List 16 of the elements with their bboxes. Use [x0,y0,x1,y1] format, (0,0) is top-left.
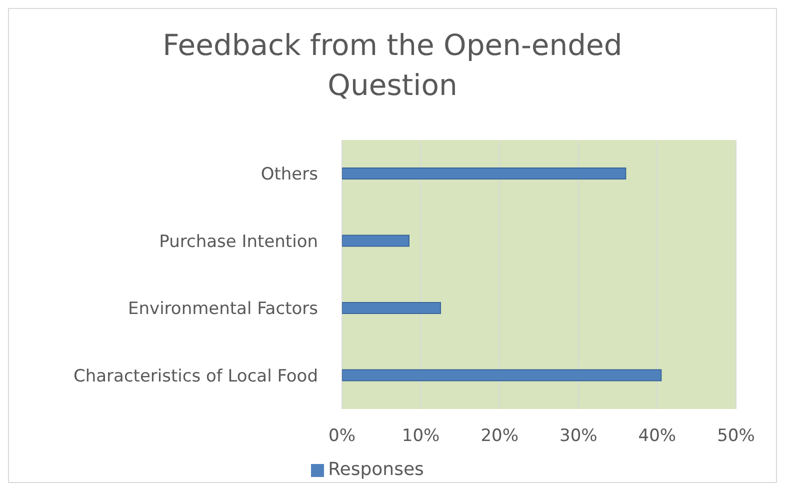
x-tick-label: 10% [402,426,440,446]
bar [342,369,662,382]
y-tick-label: Others [260,164,318,185]
x-tick-label: 40% [638,426,676,446]
x-tick-label: 20% [480,426,518,446]
x-tick-label: 30% [560,426,598,446]
x-tick-label: 0% [328,426,356,446]
bar [342,302,441,314]
y-tick-label: Environmental Factors [128,299,318,320]
y-tick-label: Characteristics of Local Food [73,366,318,386]
x-tick-label: 50% [717,426,755,446]
legend-label: Responses [328,459,424,480]
bar [342,234,410,247]
y-tick-label: Purchase Intention [159,232,318,252]
chart-title: Feedback from the Open-ended Question [162,27,624,104]
bar [342,168,626,180]
